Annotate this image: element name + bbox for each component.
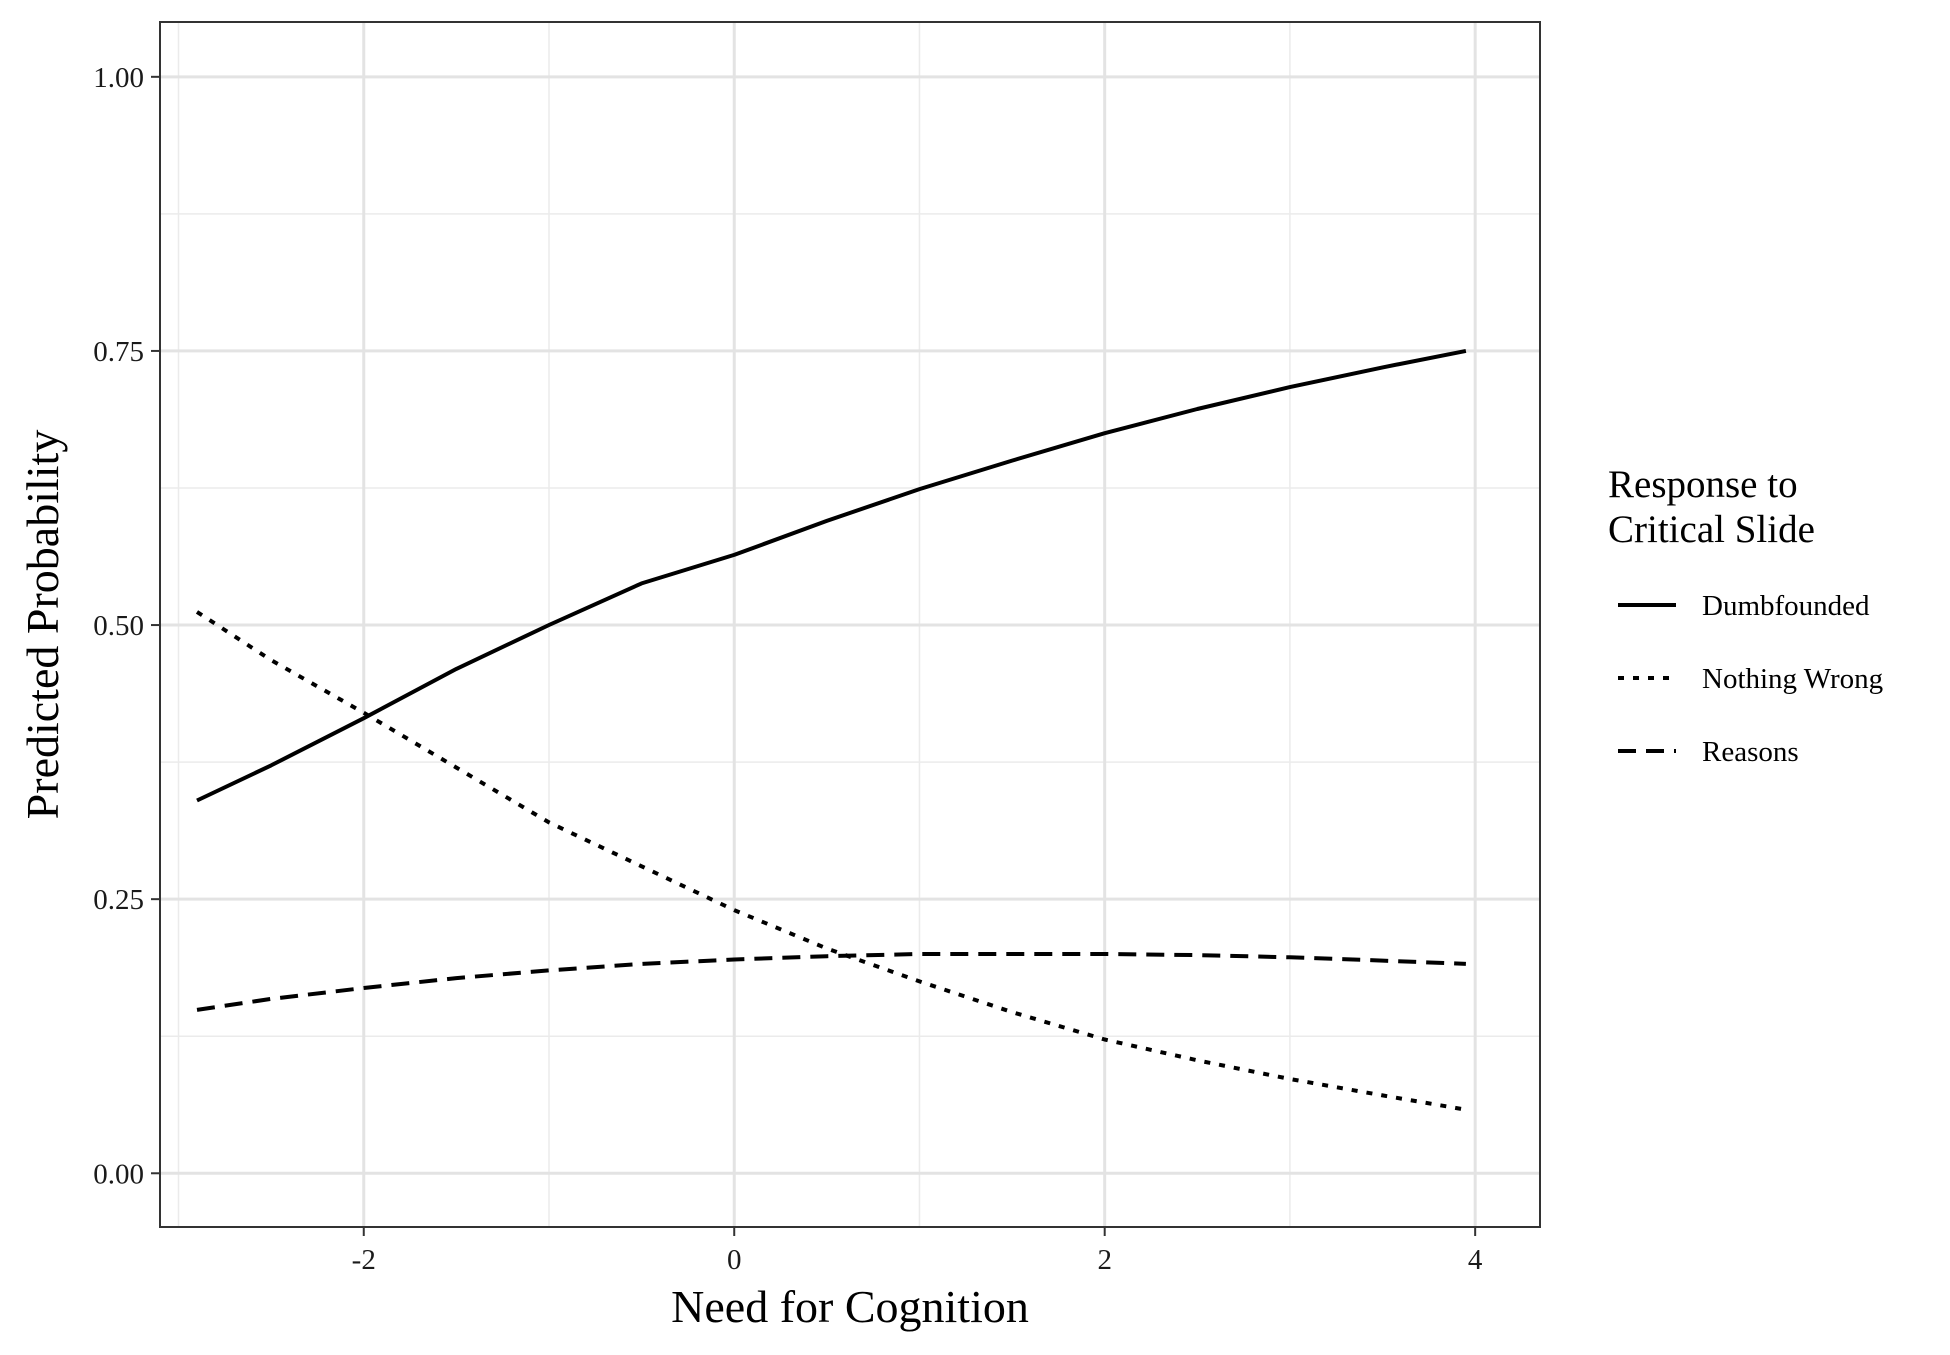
x-tick-label: -2: [352, 1244, 376, 1276]
minor-gridlines: [160, 22, 1540, 1227]
y-tick-label: 0.25: [93, 884, 144, 916]
x-tick-label: 2: [1097, 1244, 1112, 1276]
legend-label-reasons: Reasons: [1702, 736, 1799, 768]
y-tick-label: 0.50: [93, 610, 144, 642]
x-tick-label: 0: [727, 1244, 742, 1276]
y-axis-title: Predicted Probability: [17, 430, 68, 820]
legend-label-dumbfounded: Dumbfounded: [1702, 590, 1870, 622]
major-gridlines: [160, 22, 1540, 1227]
x-axis: -2 0 2 4: [352, 1227, 1483, 1276]
legend-label-nothing-wrong: Nothing Wrong: [1702, 663, 1883, 695]
x-axis-title: Need for Cognition: [671, 1281, 1029, 1332]
y-tick-label: 1.00: [93, 62, 144, 94]
legend-title-line-1: Response to: [1608, 463, 1798, 506]
legend-title-line-2: Critical Slide: [1608, 508, 1815, 551]
series-line-dumbfounded: [196, 348, 1467, 803]
series-lines: [195, 348, 1467, 1112]
series-line-reasons: [196, 952, 1466, 1012]
y-tick-label: 0.75: [93, 336, 144, 368]
legend-items: Dumbfounded Nothing Wrong Reasons: [1618, 590, 1883, 768]
y-tick-label: 0.00: [93, 1158, 144, 1190]
legend: Response to Critical Slide Dumbfounded No…: [1608, 463, 1883, 768]
series-line-nothing-wrong: [195, 610, 1467, 1112]
x-tick-label: 4: [1468, 1244, 1483, 1276]
y-axis: 0.00 0.25 0.50 0.75 1.00: [93, 62, 160, 1190]
